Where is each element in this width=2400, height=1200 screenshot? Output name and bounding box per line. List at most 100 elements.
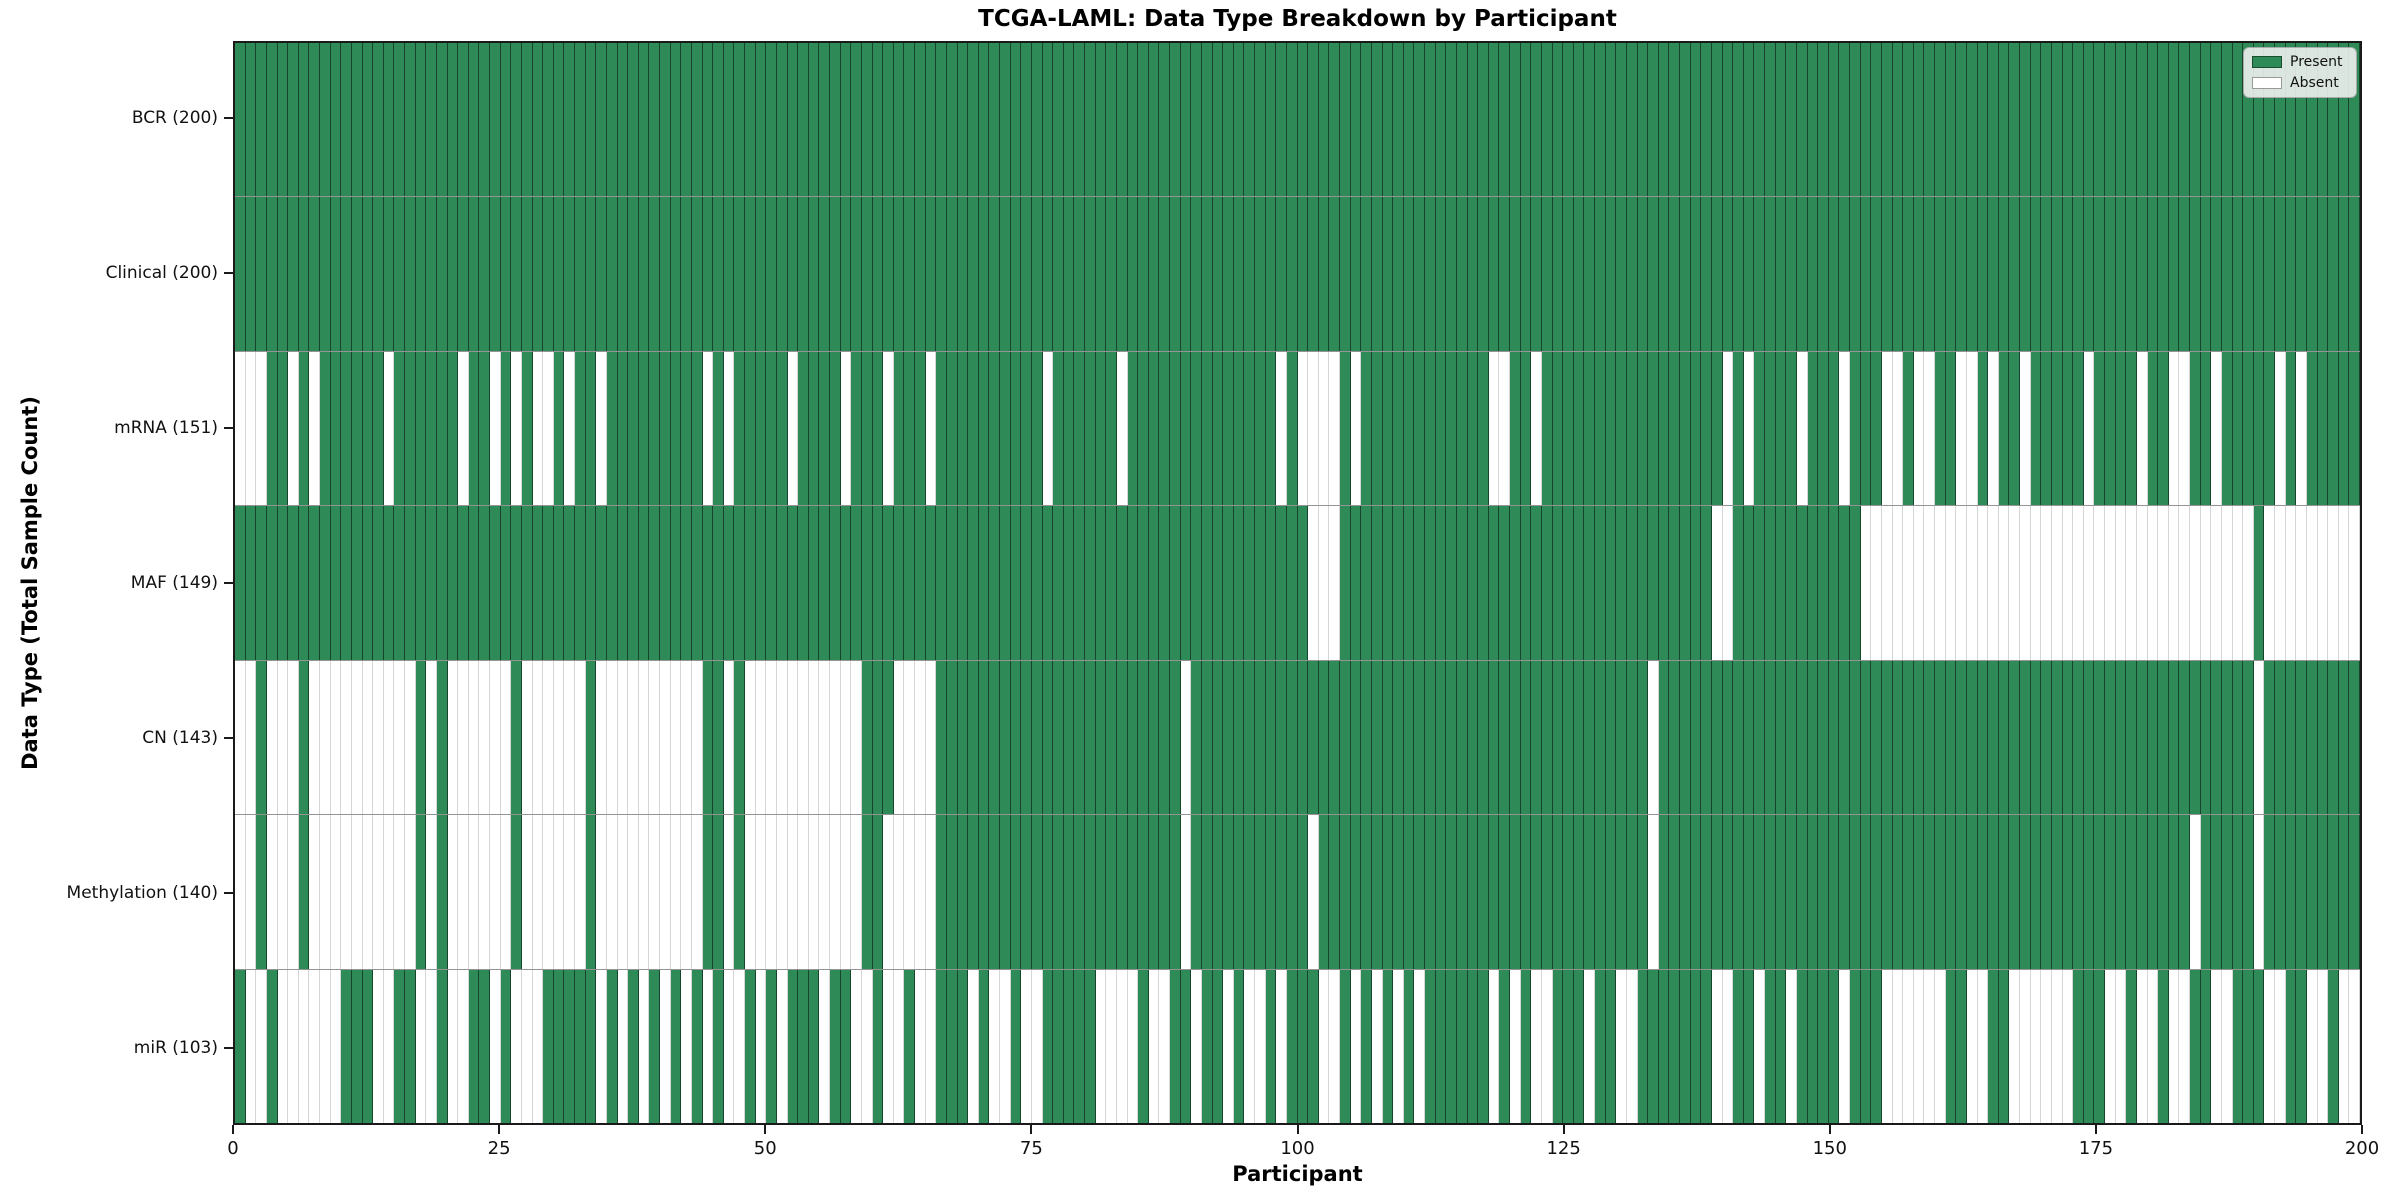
matrix-cell-absent — [819, 660, 830, 815]
matrix-cell-absent — [2041, 506, 2052, 660]
matrix-cell-present — [1584, 197, 1595, 351]
matrix-cell-absent — [1318, 351, 1330, 506]
matrix-cell-present — [1563, 43, 1574, 197]
matrix-cell-present — [1478, 197, 1489, 351]
matrix-cell-present — [1170, 969, 1181, 1123]
matrix-cell-absent — [681, 660, 692, 815]
matrix-cell-present — [1924, 660, 1935, 815]
matrix-cell-absent — [1329, 351, 1340, 506]
y-tick-label-MAF: MAF (149) — [130, 573, 218, 593]
matrix-cell-present — [373, 43, 384, 197]
matrix-cell-absent — [2317, 969, 2329, 1123]
matrix-cell-present — [1255, 197, 1266, 351]
matrix-cell-present — [1350, 815, 1362, 969]
matrix-cell-present — [1818, 43, 1829, 197]
matrix-cell-present — [500, 197, 512, 351]
matrix-row-BCR — [235, 43, 2360, 197]
matrix-cell-present — [1286, 815, 1298, 969]
matrix-cell-present — [1945, 197, 1957, 351]
matrix-cell-present — [713, 351, 724, 506]
matrix-cell-absent — [2115, 969, 2127, 1123]
matrix-cell-present — [1085, 351, 1096, 506]
matrix-cell-absent — [1839, 969, 1850, 1123]
matrix-cell-absent — [532, 660, 544, 815]
matrix-cell-present — [957, 506, 969, 660]
matrix-cell-present — [2105, 660, 2116, 815]
matrix-cell-present — [1106, 43, 1117, 197]
matrix-cell-present — [1031, 506, 1043, 660]
matrix-cell-present — [883, 197, 894, 351]
matrix-cell-absent — [819, 969, 830, 1123]
matrix-cell-absent — [575, 815, 586, 969]
matrix-cell-present — [288, 506, 299, 660]
matrix-cell-absent — [309, 351, 320, 506]
matrix-cell-present — [798, 197, 809, 351]
matrix-cell-present — [1021, 197, 1032, 351]
matrix-cell-present — [2062, 197, 2074, 351]
matrix-cell-present — [2190, 197, 2201, 351]
matrix-cell-present — [1010, 969, 1022, 1123]
matrix-cell-absent — [2349, 506, 2360, 660]
matrix-cell-present — [351, 197, 363, 351]
matrix-cell-present — [2317, 197, 2329, 351]
matrix-cell-present — [2083, 969, 2095, 1123]
matrix-cell-absent — [1977, 506, 1989, 660]
matrix-cell-absent — [245, 660, 257, 815]
matrix-cell-present — [1191, 43, 1202, 197]
matrix-cell-present — [734, 506, 745, 660]
matrix-cell-present — [861, 506, 873, 660]
matrix-cell-absent — [383, 815, 395, 969]
matrix-cell-absent — [681, 969, 692, 1123]
matrix-cell-present — [2243, 969, 2254, 1123]
matrix-cell-present — [830, 969, 841, 1123]
matrix-cell-present — [1913, 815, 1925, 969]
matrix-cell-present — [1754, 506, 1765, 660]
matrix-cell-absent — [617, 969, 629, 1123]
matrix-cell-absent — [1839, 351, 1850, 506]
matrix-cell-present — [1807, 43, 1819, 197]
matrix-cell-absent — [2264, 969, 2275, 1123]
matrix-cell-present — [989, 351, 1000, 506]
matrix-cell-present — [851, 506, 862, 660]
matrix-cell-present — [638, 506, 650, 660]
matrix-cell-present — [872, 815, 884, 969]
matrix-cell-absent — [1881, 506, 1893, 660]
matrix-cell-absent — [1626, 969, 1638, 1123]
matrix-cell-absent — [351, 815, 363, 969]
matrix-cell-present — [1616, 197, 1627, 351]
matrix-cell-present — [978, 197, 990, 351]
matrix-cell-present — [436, 815, 448, 969]
matrix-cell-present — [1563, 660, 1574, 815]
matrix-cell-present — [1998, 197, 2010, 351]
matrix-cell-absent — [1095, 969, 1107, 1123]
matrix-cell-present — [1743, 660, 1755, 815]
matrix-cell-present — [1563, 969, 1574, 1123]
matrix-cell-present — [1042, 660, 1054, 815]
matrix-cell-present — [968, 197, 979, 351]
matrix-cell-present — [1701, 506, 1712, 660]
matrix-cell-absent — [893, 969, 905, 1123]
matrix-cell-present — [925, 43, 937, 197]
y-tick-mark — [224, 582, 233, 584]
matrix-cell-absent — [1116, 351, 1128, 506]
matrix-cell-absent — [490, 815, 501, 969]
matrix-cell-present — [2264, 351, 2275, 506]
matrix-cell-present — [1584, 43, 1595, 197]
matrix-cell-present — [511, 43, 522, 197]
matrix-cell-present — [1690, 815, 1702, 969]
matrix-cell-present — [1053, 815, 1064, 969]
matrix-cell-present — [2073, 197, 2084, 351]
matrix-cell-present — [989, 660, 1000, 815]
matrix-cell-present — [2328, 660, 2339, 815]
matrix-cell-present — [1053, 197, 1064, 351]
matrix-cell-present — [1701, 969, 1712, 1123]
matrix-cell-present — [776, 351, 788, 506]
matrix-cell-present — [1488, 197, 1500, 351]
matrix-cell-present — [1223, 197, 1234, 351]
matrix-cell-present — [915, 197, 926, 351]
matrix-cell-present — [755, 43, 767, 197]
matrix-cell-absent — [309, 660, 320, 815]
matrix-cell-present — [1414, 660, 1425, 815]
matrix-cell-present — [1467, 969, 1479, 1123]
matrix-cell-present — [1637, 197, 1649, 351]
